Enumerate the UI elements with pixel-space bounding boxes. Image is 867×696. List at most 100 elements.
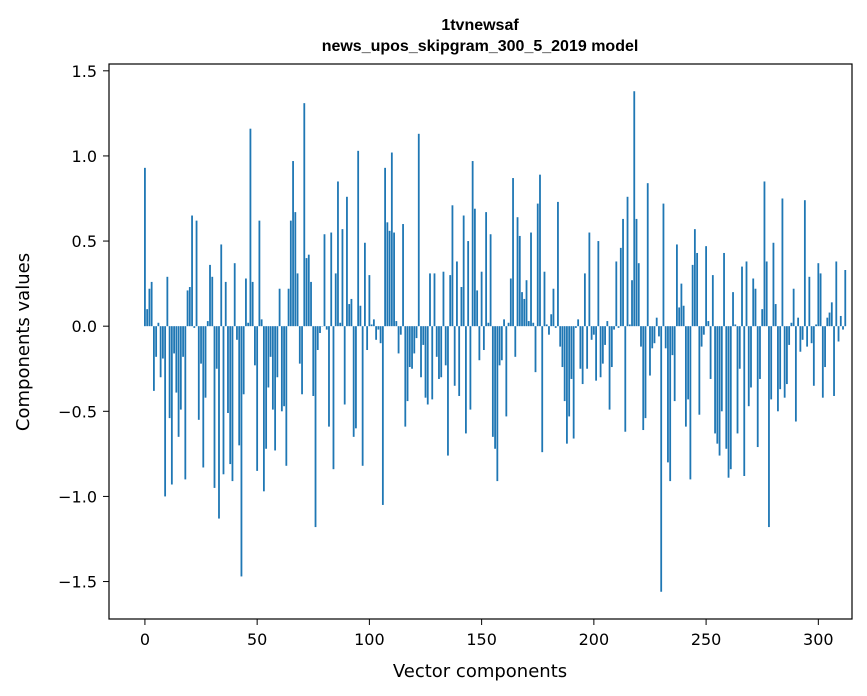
bar-63	[285, 326, 288, 466]
bar-142	[462, 215, 465, 327]
bar-296	[808, 276, 811, 327]
bar-44	[242, 326, 245, 395]
bar-196	[583, 273, 586, 327]
bar-117	[406, 326, 409, 402]
bar-221	[640, 326, 642, 347]
bar-205	[604, 326, 606, 345]
bar-180	[548, 326, 550, 335]
bar-137	[451, 205, 454, 327]
bar-268	[745, 261, 748, 327]
bar-303	[824, 326, 826, 368]
bar-240	[682, 305, 685, 327]
plot-frame	[108, 63, 853, 620]
bar-119	[411, 326, 413, 369]
bar-152	[485, 212, 488, 327]
bar-70	[301, 326, 303, 395]
bar-288	[790, 322, 793, 327]
bar-214	[624, 326, 627, 432]
bar-311	[842, 326, 844, 330]
bar-55	[267, 326, 270, 388]
bar-161	[505, 326, 508, 417]
bar-42	[238, 326, 241, 446]
x-tick-label: 50	[247, 630, 267, 649]
x-tick-label: 100	[354, 630, 385, 649]
bar-74	[310, 281, 312, 327]
bar-107	[384, 167, 386, 327]
bar-84	[332, 326, 335, 470]
bar-154	[489, 234, 492, 327]
bar-75	[312, 326, 315, 396]
bar-81	[325, 326, 328, 330]
bar-41	[236, 326, 238, 340]
bar-148	[476, 290, 479, 327]
bar-284	[781, 198, 784, 327]
bar-20	[188, 287, 191, 327]
bar-43	[240, 326, 243, 577]
bar-282	[777, 326, 779, 412]
bar-258	[723, 252, 725, 327]
bar-188	[566, 326, 568, 444]
bar-254	[714, 326, 716, 434]
bar-304	[826, 317, 829, 327]
bar-208	[610, 326, 613, 368]
y-axis-label: Components values	[13, 253, 34, 431]
bar-261	[729, 326, 732, 470]
bar-99	[366, 326, 369, 351]
bar-58	[274, 326, 277, 451]
bar-253	[711, 275, 714, 327]
bar-8	[161, 326, 164, 359]
bar-310	[839, 315, 842, 327]
bar-236	[673, 326, 676, 402]
bar-120	[413, 326, 416, 354]
y-axis-ticks: −1.5 −1.0 −0.5 0.0 0.5 1.0 1.5	[58, 62, 109, 592]
bar-285	[783, 326, 786, 398]
bar-115	[402, 224, 404, 327]
bar-185	[559, 326, 562, 347]
bar-290	[794, 326, 797, 422]
bar-105	[379, 326, 382, 344]
bar-3	[150, 281, 153, 327]
bar-162	[507, 322, 510, 327]
bar-199	[590, 326, 593, 340]
bar-181	[550, 314, 553, 327]
bar-77	[316, 326, 319, 351]
bar-19	[186, 290, 189, 327]
bar-213	[622, 218, 624, 327]
bar-48	[251, 281, 254, 327]
bar-200	[592, 326, 595, 335]
bar-29	[209, 264, 211, 327]
bar-166	[516, 217, 519, 327]
bar-201	[595, 326, 597, 381]
bar-216	[628, 324, 631, 327]
x-tick-label: 300	[803, 630, 834, 649]
bar-46	[247, 322, 250, 327]
bar-71	[303, 103, 306, 327]
bar-307	[833, 326, 835, 396]
bar-286	[786, 326, 788, 385]
bar-262	[732, 292, 734, 327]
bar-17	[182, 326, 184, 357]
bar-87	[339, 322, 342, 327]
x-axis-label: Vector components	[393, 661, 567, 682]
bar-101	[370, 324, 373, 327]
bar-93	[352, 326, 355, 437]
bar-243	[689, 326, 692, 480]
bar-140	[458, 326, 461, 396]
bar-1	[146, 309, 149, 327]
bar-132	[440, 326, 443, 378]
bar-6	[157, 322, 160, 327]
bar-179	[545, 324, 548, 327]
bar-194	[579, 326, 582, 369]
bar-279	[770, 326, 773, 400]
bar-0	[144, 167, 146, 327]
bar-308	[835, 261, 838, 327]
bar-227	[653, 326, 656, 344]
bar-210	[615, 261, 618, 327]
bar-280	[772, 242, 775, 327]
bar-150	[480, 271, 483, 327]
bar-233	[667, 326, 669, 463]
bar-130	[435, 326, 438, 357]
bar-69	[298, 326, 301, 364]
bar-278	[768, 326, 770, 528]
bar-170	[525, 280, 528, 327]
